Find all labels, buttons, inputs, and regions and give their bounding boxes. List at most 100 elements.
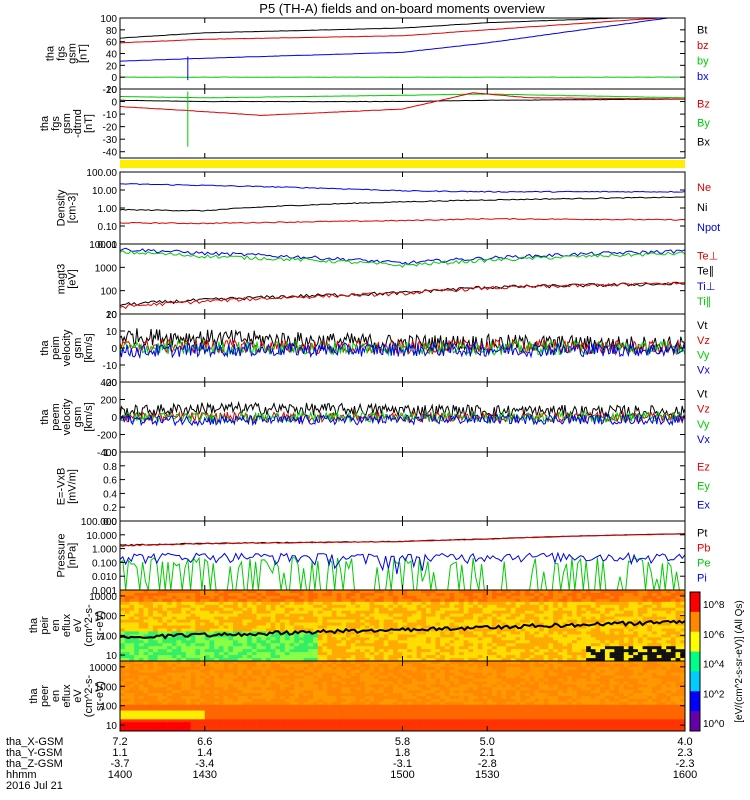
spectrogram-cell — [407, 604, 413, 609]
spectrogram-cell — [152, 652, 158, 656]
spectrogram-cell — [430, 610, 436, 614]
spectrogram-cell — [294, 601, 300, 606]
spectrogram-cell — [251, 690, 257, 694]
spectrogram-cell — [265, 601, 271, 606]
spectrogram-cell — [487, 628, 493, 632]
spectrogram-cell — [421, 678, 427, 682]
spectrogram-cell — [308, 634, 314, 638]
spectrogram-cell — [652, 649, 658, 653]
spectrogram-cell — [148, 658, 154, 662]
spectrogram-cell — [237, 646, 243, 650]
spectrogram-cell — [539, 598, 545, 603]
spectrogram-cell — [426, 678, 432, 682]
spectrogram-cell — [435, 681, 441, 685]
spectrogram-cell — [496, 634, 502, 638]
spectrogram-cell — [661, 646, 667, 650]
spectrogram-cell — [426, 637, 432, 641]
spectrogram-cell — [242, 649, 248, 653]
spectrogram-cell — [152, 619, 158, 623]
spectrogram-cell — [374, 649, 380, 653]
spectrogram-cell — [369, 663, 375, 668]
spectrogram-cell — [633, 607, 639, 612]
spectrogram-cell — [331, 625, 337, 629]
spectrogram-cell — [440, 710, 446, 714]
spectrogram-cell — [670, 658, 676, 662]
spectrogram-cell — [317, 693, 323, 697]
spectrogram-cell — [247, 652, 253, 656]
spectrogram-cell — [656, 646, 662, 650]
spectrogram-cell — [435, 713, 441, 717]
spectrogram-cell — [289, 687, 295, 691]
spectrogram-cell — [515, 637, 521, 641]
spectrogram-cell — [181, 719, 187, 723]
spectrogram-cell — [185, 592, 191, 597]
spectrogram-cell — [167, 628, 173, 632]
spectrogram-cell — [331, 681, 337, 685]
spectrogram-cell — [411, 722, 417, 726]
spectrogram-cell — [346, 669, 352, 673]
spectrogram-cell — [275, 666, 281, 671]
spectrogram-cell — [171, 658, 177, 662]
spectrogram-cell — [308, 701, 314, 706]
spectrogram-cell — [501, 595, 507, 600]
spectrogram-cell — [407, 655, 413, 659]
spectrogram-cell — [459, 719, 465, 723]
spectrogram-cell — [237, 713, 243, 717]
spectrogram-cell — [294, 607, 300, 612]
spectrogram-cell — [327, 649, 333, 653]
spectrogram-cell — [341, 681, 347, 685]
spectrogram-cell — [209, 719, 215, 723]
spectrogram-cell — [407, 713, 413, 717]
spectrogram-cell — [120, 725, 126, 729]
spectrogram-cell — [289, 598, 295, 603]
spectrogram-cell — [256, 722, 262, 726]
spectrogram-cell — [270, 707, 276, 711]
spectrogram-cell — [609, 628, 615, 632]
spectrogram-cell — [181, 722, 187, 726]
spectrogram-cell — [270, 658, 276, 662]
spectrogram-cell — [171, 655, 177, 659]
panel-pressure: 100.00010.0001.0000.1000.0100.001Pressur… — [56, 517, 711, 597]
spectrogram-cell — [195, 655, 201, 659]
spectrogram-cell — [586, 610, 592, 614]
spectrogram-cell — [176, 601, 182, 606]
spectrogram-cell — [576, 607, 582, 612]
spectrogram-cell — [454, 640, 460, 644]
spectrogram-cell — [289, 658, 295, 662]
spectrogram-cell — [209, 728, 215, 732]
spectrogram-cell — [369, 595, 375, 600]
spectrogram-cell — [675, 628, 681, 632]
spectrogram-cell — [270, 672, 276, 676]
spectrogram-cell — [656, 643, 662, 647]
spectrogram-cell — [228, 634, 234, 638]
spectrogram-cell — [553, 619, 559, 623]
spectrogram-cell — [534, 616, 540, 620]
spectrogram-cell — [298, 601, 304, 606]
spectrogram-cell — [134, 704, 140, 708]
spectrogram-cell — [209, 652, 215, 656]
spectrogram-cell — [190, 661, 196, 665]
spectrogram-cell — [341, 701, 347, 706]
spectrogram-cell — [327, 669, 333, 673]
spectrogram-cell — [633, 640, 639, 644]
spectrogram-cell — [167, 643, 173, 647]
spectrogram-cell — [124, 684, 130, 688]
y-tick-label: -10 — [103, 110, 118, 121]
spectrogram-cell — [341, 710, 347, 714]
spectrogram-cell — [430, 592, 436, 597]
spectrogram-cell — [444, 675, 450, 679]
spectrogram-cell — [247, 601, 253, 606]
spectrogram-cell — [378, 595, 384, 600]
spectrogram-cell — [152, 684, 158, 688]
spectrogram-cell — [454, 681, 460, 685]
spectrogram-cell — [280, 696, 286, 700]
spectrogram-cell — [454, 604, 460, 609]
spectrogram-cell — [421, 619, 427, 623]
spectrogram-cell — [515, 652, 521, 656]
spectrogram-cell — [661, 658, 667, 662]
spectrogram-cell — [275, 616, 281, 620]
spectrogram-cell — [256, 616, 262, 620]
spectrogram-cell — [162, 681, 168, 685]
spectrogram-cell — [397, 687, 403, 691]
spectrogram-cell — [209, 646, 215, 650]
